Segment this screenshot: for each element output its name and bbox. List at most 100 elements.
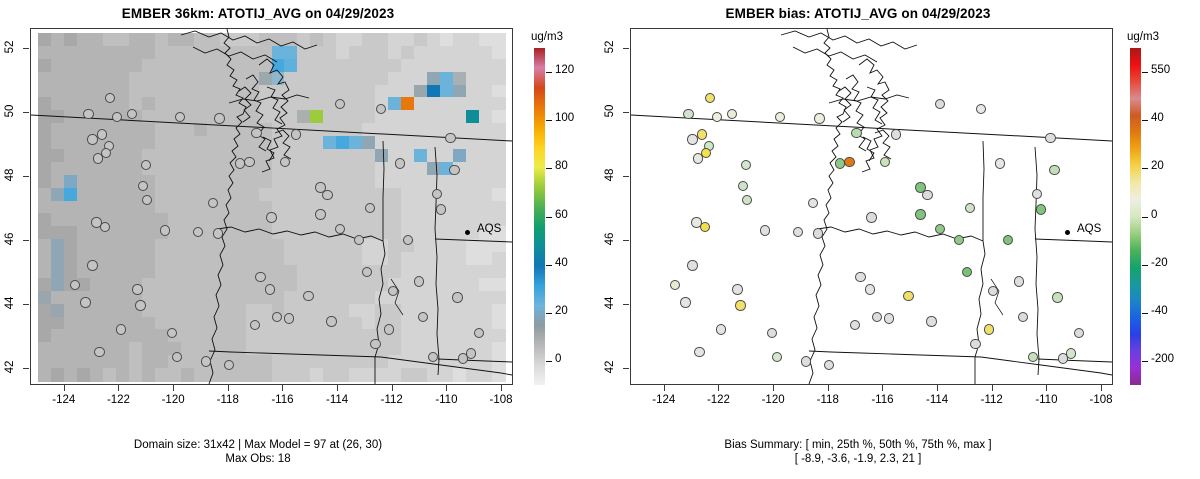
grid-cell — [219, 58, 234, 73]
grid-cell — [63, 136, 78, 150]
observation-site-marker — [1002, 234, 1014, 246]
grid-cell — [388, 368, 402, 382]
grid-cell — [128, 239, 143, 253]
bias-colorbar: ug/m3 550 40 20 0 -20 -40 -200 — [1116, 0, 1200, 479]
grid-cell — [128, 226, 143, 240]
grid-cell — [427, 45, 441, 60]
observation-site-marker — [249, 319, 261, 331]
grid-cell — [453, 58, 467, 73]
grid-cell — [76, 45, 91, 60]
grid-cell — [115, 149, 130, 163]
grid-cell — [271, 174, 286, 189]
grid-cell — [310, 123, 324, 137]
grid-cell — [219, 187, 234, 202]
grid-cell — [375, 45, 389, 60]
grid-cell — [453, 329, 467, 343]
grid-cell — [323, 58, 337, 73]
bias-map-layer: AQS — [631, 29, 1112, 384]
y-tick-label: 50 — [604, 104, 616, 118]
grid-cell — [232, 174, 247, 189]
grid-cell — [349, 123, 363, 137]
grid-cell — [141, 277, 156, 292]
grid-cell — [297, 149, 311, 163]
grid-cell — [401, 200, 415, 215]
grid-cell — [284, 187, 299, 202]
grid-cell — [401, 149, 415, 163]
grid-cell — [297, 355, 311, 369]
model-colorbar-gradient — [534, 48, 545, 385]
x-tick — [63, 385, 65, 391]
grid-cell — [297, 71, 311, 86]
grid-cell — [336, 239, 350, 253]
grid-cell — [193, 97, 208, 111]
grid-cell — [401, 303, 415, 318]
grid-cell — [427, 149, 441, 163]
grid-cell — [388, 174, 402, 189]
grid-cell — [414, 33, 428, 47]
grid-cell — [336, 110, 350, 124]
observation-site-marker — [126, 108, 138, 119]
grid-cell — [193, 252, 208, 266]
grid-cell — [336, 290, 350, 305]
grid-cell — [440, 226, 454, 240]
grid-cell — [362, 277, 376, 292]
grid-cell — [310, 329, 324, 343]
grid-cell — [193, 303, 208, 318]
grid-cell — [206, 213, 221, 227]
observation-site-marker — [427, 351, 438, 362]
grid-cell — [154, 136, 169, 150]
grid-cell — [453, 110, 467, 124]
grid-cell — [206, 58, 221, 73]
grid-cell — [466, 226, 480, 240]
grid-cell — [206, 303, 221, 318]
grid-cell — [414, 161, 428, 176]
grid-cell — [492, 316, 506, 331]
grid-cell — [297, 161, 311, 176]
grid-cell — [50, 97, 65, 111]
grid-cell — [440, 97, 454, 111]
grid-cell — [401, 84, 415, 99]
grid-cell — [349, 71, 363, 86]
grid-cell — [141, 213, 156, 227]
grid-cell — [310, 252, 324, 266]
colorbar-tick — [1142, 264, 1148, 266]
grid-cell — [349, 329, 363, 343]
colorbar-tick-label: 550 — [1151, 64, 1171, 77]
observation-site-marker — [823, 359, 835, 370]
grid-cell — [167, 123, 182, 137]
grid-cell — [167, 71, 182, 86]
grid-cell — [453, 252, 467, 266]
grid-cell — [76, 174, 91, 189]
grid-cell — [388, 239, 402, 253]
grid-cell — [453, 200, 467, 215]
grid-cell — [284, 290, 299, 305]
grid-cell — [38, 84, 52, 99]
grid-cell — [427, 136, 441, 150]
observation-site-marker — [1013, 276, 1025, 287]
observation-site-marker — [879, 156, 891, 167]
grid-cell — [141, 342, 156, 356]
grid-cell — [310, 303, 324, 318]
grid-cell — [115, 123, 130, 137]
grid-cell — [180, 123, 195, 137]
grid-cell — [440, 316, 454, 331]
grid-cell — [271, 252, 286, 266]
colorbar-tick-label: 0 — [1151, 208, 1158, 221]
grid-cell — [115, 200, 130, 215]
grid-cell — [440, 265, 454, 279]
grid-cell — [180, 213, 195, 227]
grid-cell — [102, 342, 117, 356]
grid-cell — [38, 303, 52, 318]
grid-cell — [258, 110, 273, 124]
grid-cell — [362, 174, 376, 189]
grid-cell — [193, 329, 208, 343]
grid-cell — [76, 329, 91, 343]
grid-cell — [453, 277, 467, 292]
grid-cell — [284, 200, 299, 215]
grid-cell — [154, 187, 169, 202]
grid-cell — [362, 355, 376, 369]
y-tick — [23, 48, 29, 50]
grid-cell — [115, 252, 130, 266]
grid-cell — [193, 213, 208, 227]
